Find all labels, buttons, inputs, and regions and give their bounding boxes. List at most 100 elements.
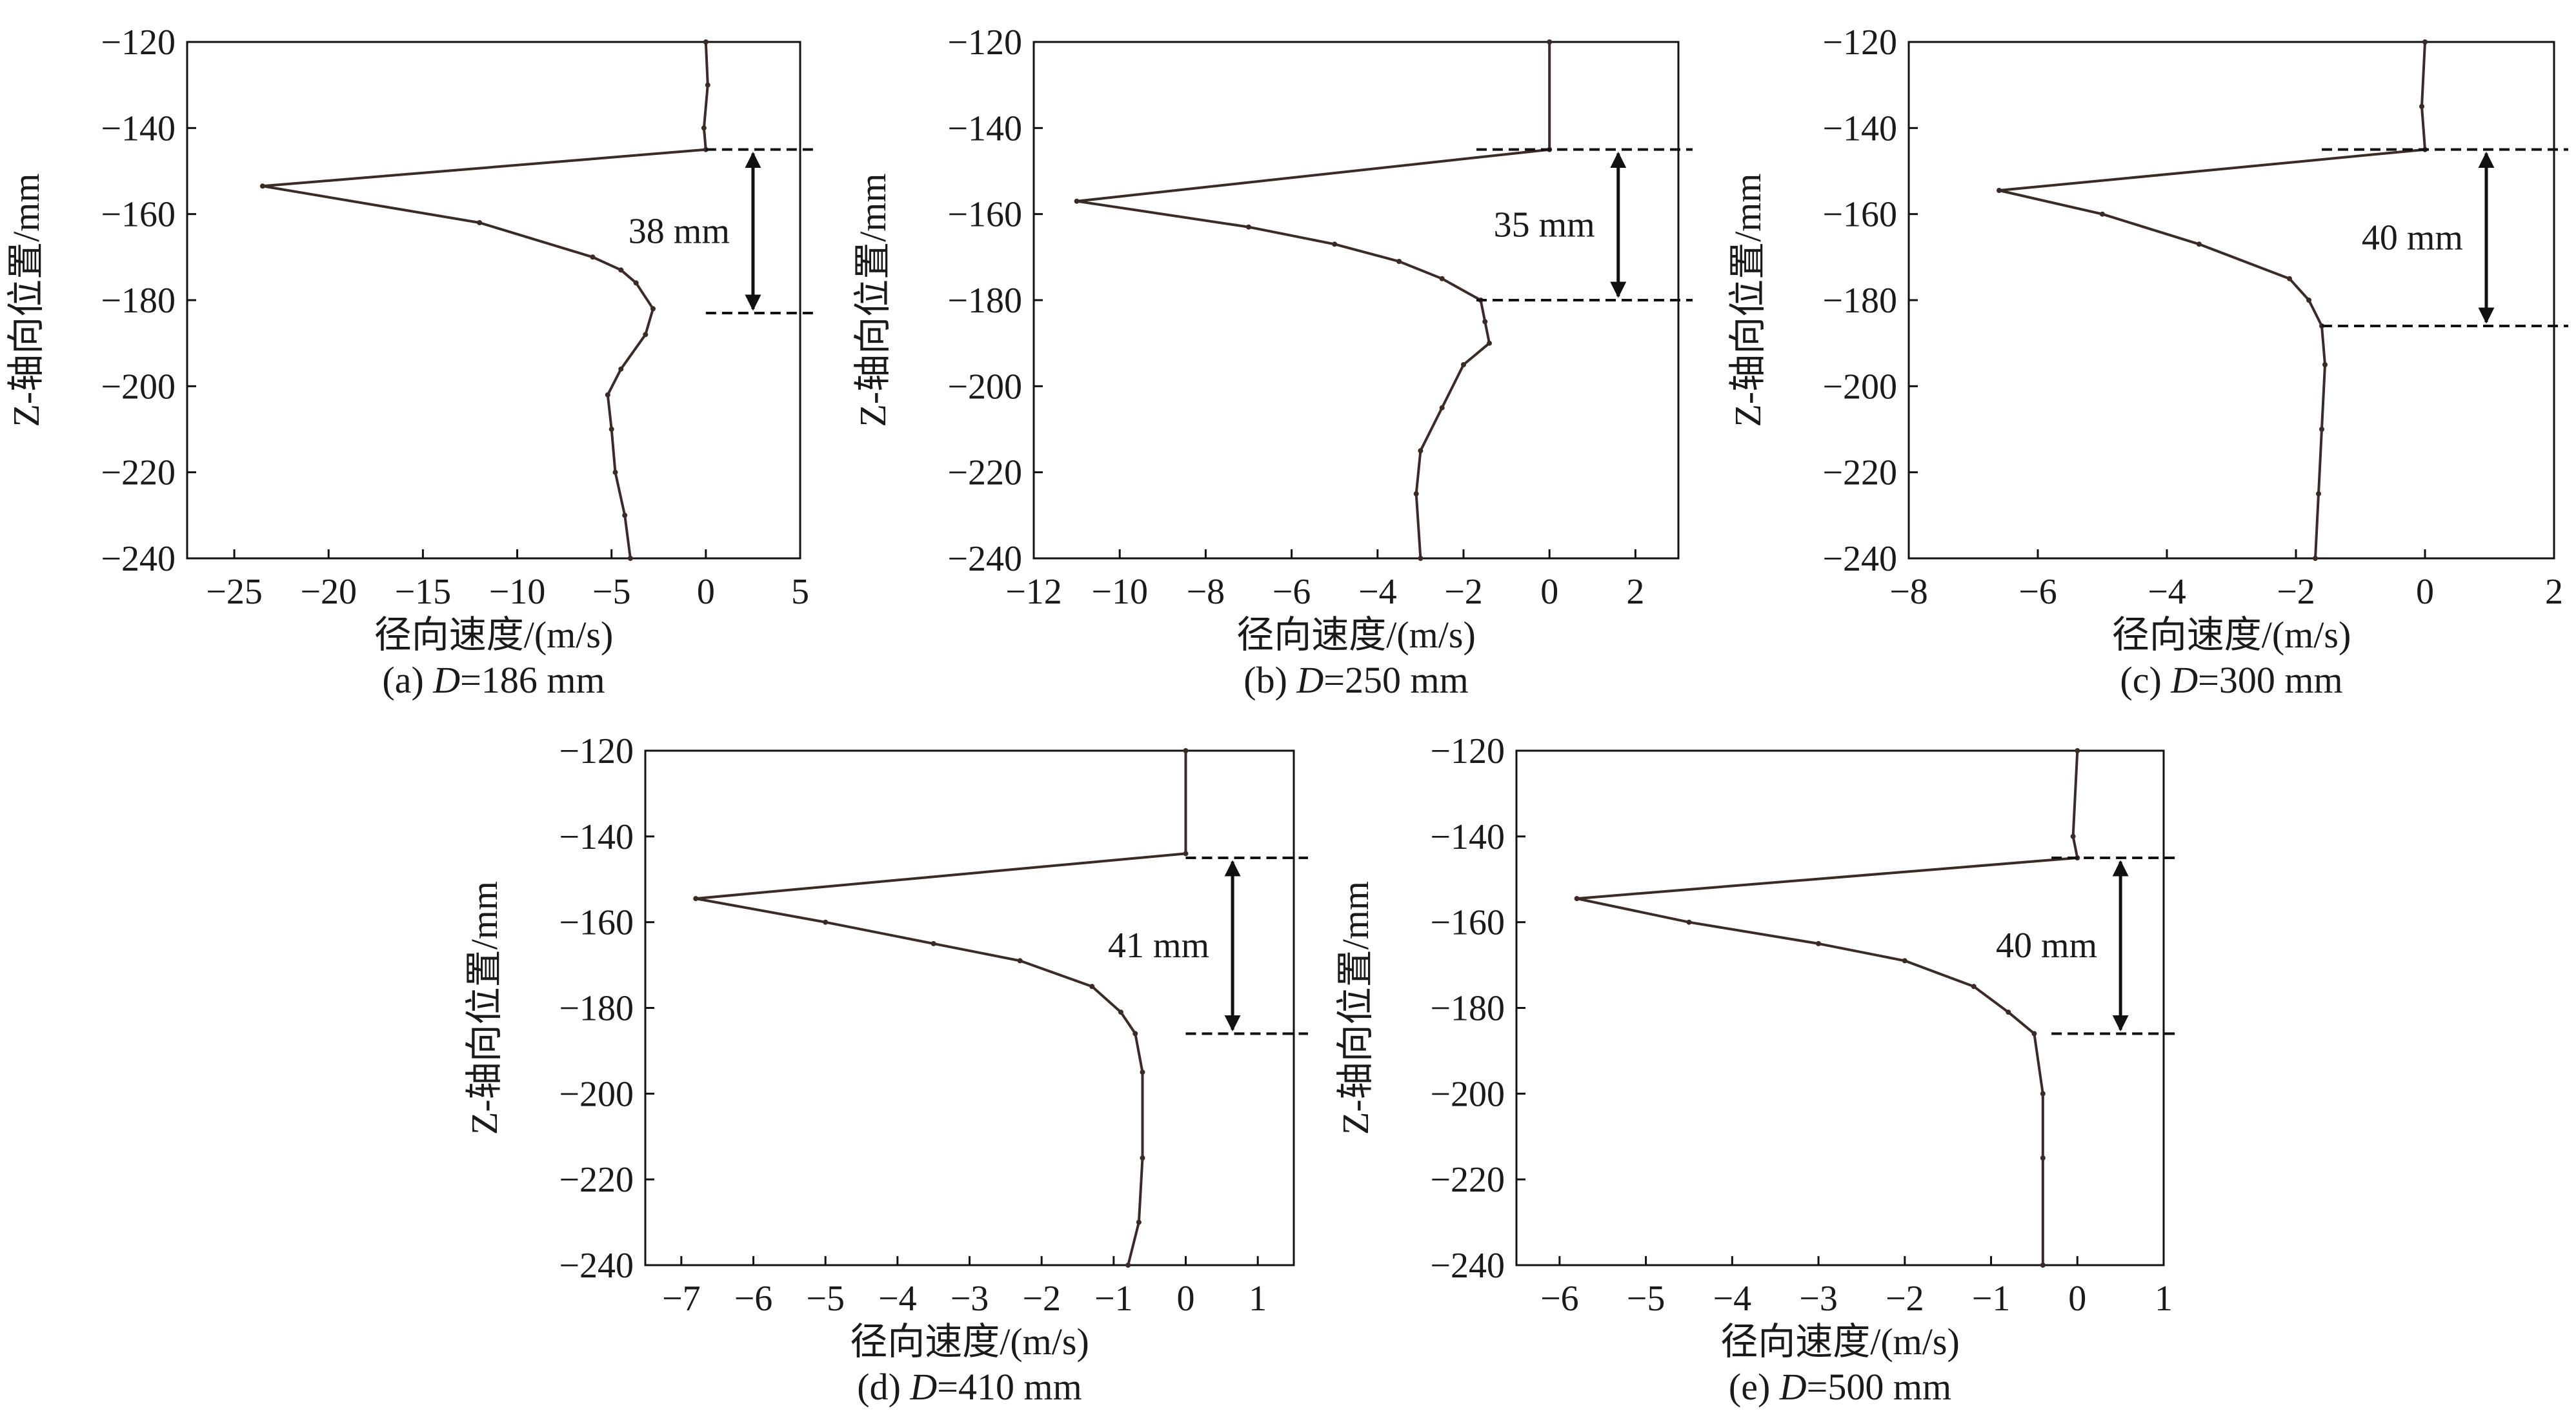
chart-a-x-tick-label: 5: [791, 572, 809, 612]
chart-a-data-point: [627, 556, 633, 561]
chart-b-gap-label: 35 mm: [1494, 205, 1595, 245]
chart-b-data-point: [1418, 556, 1424, 561]
chart-b-data-point: [1439, 276, 1445, 281]
chart-c-data-point: [2197, 241, 2202, 247]
chart-d-x-tick-label: 1: [1249, 1279, 1267, 1319]
chart-a-data-point: [259, 183, 265, 189]
chart-a-caption-prefix: (a): [382, 659, 433, 701]
chart-e-x-tick-label: 0: [2068, 1279, 2086, 1319]
chart-b-data-point: [1396, 259, 1402, 264]
chart-e-caption-prefix: (e): [1729, 1366, 1780, 1408]
chart-b-x-tick-label: −12: [1005, 572, 1062, 612]
chart-a-y-tick-label: −140: [101, 108, 176, 148]
chart-b-x-axis-title: 径向速度/(m/s): [1236, 614, 1476, 656]
chart-e-data-point: [1902, 958, 1907, 964]
chart-e-y-tick-label: −180: [1430, 989, 1505, 1029]
chart-c-y-tick-label: −140: [1822, 108, 1897, 148]
chart-a-y-tick-label: −180: [101, 281, 176, 321]
chart-b-data-point: [1547, 39, 1553, 45]
chart-d-y-axis-title: Z-轴向位置/mm: [463, 881, 505, 1135]
chart-a-y-tick-label: −200: [101, 367, 176, 407]
chart-b-caption-prefix: (b): [1243, 659, 1296, 701]
chart-e-data-point: [2075, 748, 2080, 753]
chart-e-y-tick-label: −160: [1430, 903, 1505, 943]
chart-e-data-point: [2040, 1155, 2046, 1161]
chart-a-y-axis-title: Z-轴向位置/mm: [5, 173, 47, 427]
chart-b-data-point: [1482, 319, 1488, 325]
chart-b-caption-var: D: [1296, 659, 1323, 701]
chart-a-x-tick-label: −20: [300, 572, 357, 612]
chart-e-data-point: [2070, 833, 2076, 839]
chart-a-y-tick-label: −120: [101, 23, 176, 63]
chart-e-data-point: [2006, 1010, 2011, 1015]
chart-b-x-tick-label: 0: [1540, 572, 1558, 612]
chart-c-x-tick-label: −8: [1889, 572, 1928, 612]
chart-d-x-tick-label: −7: [662, 1279, 701, 1319]
chart-a-caption-suffix: =186 mm: [460, 659, 605, 701]
chart-b-y-tick-label: −160: [947, 195, 1022, 235]
chart-c: −8 −6 −4 −2 0 2 −120 −140 −160 −180 −200 −220 −240 径向…: [1727, 23, 2568, 701]
chart-c-data-point: [2100, 211, 2105, 217]
chart-d-data-point: [1132, 1031, 1138, 1037]
chart-c-y-tick-label: −120: [1822, 23, 1897, 63]
chart-e-y-tick-label: −200: [1430, 1074, 1505, 1114]
chart-b: −12 −10 −8 −6 −4 −2 0 2 −120 −140 −160 −180 −200 −220…: [852, 23, 1693, 701]
chart-d-data-point: [1089, 984, 1095, 990]
chart-d-y-tick-label: −160: [559, 903, 634, 943]
chart-a-x-axis-title: 径向速度/(m/s): [374, 614, 614, 656]
chart-a-data-point: [609, 427, 614, 432]
chart-c-x-tick-label: 0: [2416, 572, 2434, 612]
chart-b-x-tick-label: −2: [1444, 572, 1483, 612]
chart-a-caption: (a) D=186 mm: [382, 659, 605, 701]
chart-e-x-tick-label: −6: [1540, 1279, 1579, 1319]
chart-c-plot-frame: [1907, 41, 2555, 560]
chart-c-caption-suffix: =300 mm: [2198, 659, 2342, 701]
chart-b-y-axis-title: Z-轴向位置/mm: [852, 173, 894, 427]
chart-e-x-tick-label: −1: [1972, 1279, 2011, 1319]
chart-a-plot-frame: [186, 41, 801, 560]
chart-e-y-axis-title: Z-轴向位置/mm: [1334, 881, 1376, 1135]
chart-a-x-tick-label: −25: [206, 572, 263, 612]
chart-b-data-point: [1439, 405, 1445, 411]
chart-d-y-tick-label: −180: [559, 989, 634, 1029]
chart-e-plot-frame: [1515, 749, 2165, 1266]
chart-d-x-tick-label: −5: [806, 1279, 845, 1319]
chart-d-series-line: [694, 751, 1187, 1266]
chart-e-caption-var: D: [1779, 1366, 1807, 1408]
chart-b-data-point: [1074, 198, 1080, 204]
chart-b-y-tick-label: −220: [947, 453, 1022, 493]
chart-b-data-point: [1418, 448, 1424, 454]
chart-d-x-tick-label: −1: [1094, 1279, 1133, 1319]
chart-b-caption: (b) D=250 mm: [1243, 659, 1468, 701]
chart-d-y-tick-label: −220: [559, 1160, 634, 1200]
chart-c-caption-prefix: (c): [2120, 659, 2171, 701]
chart-b-y-tick-label: −120: [947, 23, 1022, 63]
chart-c-data-point: [2322, 362, 2328, 367]
chart-d-data-point: [823, 919, 829, 925]
chart-c-y-tick-label: −180: [1822, 281, 1897, 321]
chart-b-data-point: [1413, 491, 1419, 496]
chart-e-data-point: [1574, 896, 1580, 902]
chart-a-data-point: [705, 82, 710, 88]
chart-c-caption: (c) D=300 mm: [2120, 659, 2342, 701]
chart-d-x-tick-label: −3: [951, 1279, 989, 1319]
chart-b-x-tick-label: −8: [1187, 572, 1225, 612]
chart-a-data-point: [703, 39, 709, 45]
chart-a-x-tick-label: 0: [697, 572, 715, 612]
chart-a-series-line: [261, 41, 709, 559]
chart-d-data-point: [931, 940, 936, 946]
chart-d-x-tick-label: −6: [734, 1279, 773, 1319]
chart-b-data-point: [1246, 224, 1251, 230]
chart-a-data-point: [590, 254, 596, 260]
chart-d-data-point: [1118, 1010, 1123, 1015]
chart-d-caption: (d) D=410 mm: [857, 1366, 1082, 1408]
chart-a-x-tick-label: −15: [395, 572, 452, 612]
chart-d-y-tick-label: −200: [559, 1074, 634, 1114]
chart-e-caption-suffix: =500 mm: [1807, 1366, 1951, 1408]
chart-d-x-tick-label: 0: [1177, 1279, 1195, 1319]
chart-c-y-tick-label: −200: [1822, 367, 1897, 407]
chart-e-data-point: [2040, 1263, 2046, 1268]
chart-b-data-point: [1332, 241, 1338, 247]
chart-d-caption-suffix: =410 mm: [937, 1366, 1082, 1408]
chart-b-y-tick-label: −140: [947, 108, 1022, 148]
